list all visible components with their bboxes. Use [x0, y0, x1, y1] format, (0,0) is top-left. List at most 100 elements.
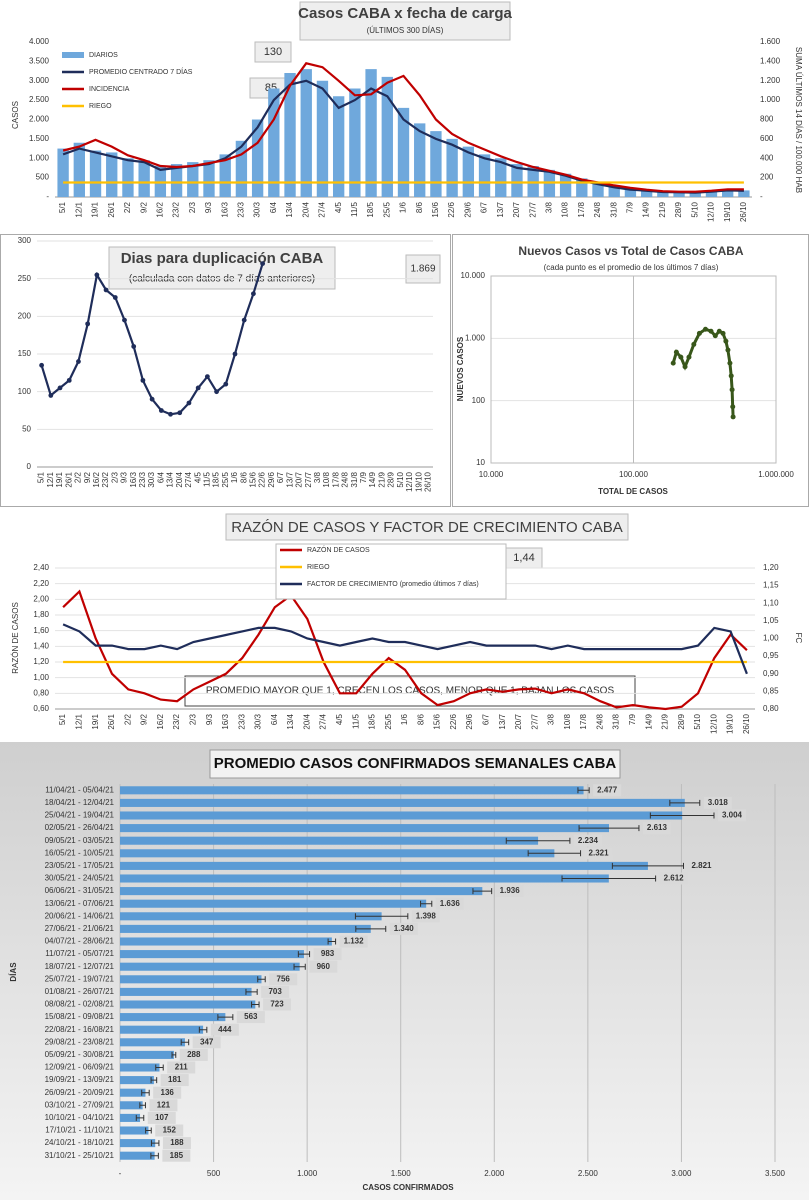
bar — [446, 138, 458, 197]
x-tick-label: 6/7 — [276, 471, 285, 483]
bar — [559, 173, 572, 197]
x-tick-label: 21/9 — [377, 471, 386, 487]
point — [76, 359, 81, 364]
y-tick-label: 08/08/21 - 02/08/21 — [45, 1000, 115, 1009]
value-label: 121 — [157, 1100, 171, 1109]
error-bar — [257, 976, 266, 983]
y-tick-label: 1,60 — [33, 626, 49, 635]
y-tick-label: 100 — [472, 396, 486, 405]
y-tick-label: 15/08/21 - 09/08/21 — [45, 1012, 115, 1021]
x-tick-label: 11/5 — [202, 471, 211, 487]
value-label: 723 — [270, 1000, 284, 1009]
value-label-box — [495, 885, 524, 898]
y-tick-label: 2,20 — [33, 579, 49, 588]
legend-swatch — [62, 52, 84, 58]
value-label-box — [149, 1099, 178, 1112]
y-tick-label: 05/09/21 - 30/08/21 — [45, 1050, 115, 1059]
error-bar — [649, 812, 715, 819]
x-tick-label: 10/8 — [563, 713, 572, 729]
error-bar — [578, 825, 640, 832]
x-axis-label: TOTAL DE CASOS — [598, 487, 668, 496]
legend-label: DIARIOS — [89, 52, 118, 59]
y-tick-label: 1.500 — [29, 134, 50, 143]
bar — [705, 191, 718, 197]
y2-tick-label: 0,90 — [763, 669, 779, 678]
x-tick-label: 16/2 — [156, 713, 165, 729]
bar — [106, 152, 118, 197]
y2-tick-label: 0,80 — [763, 704, 779, 713]
x-tick-label: 27/4 — [318, 201, 327, 217]
annotation-box — [254, 41, 292, 63]
bar — [203, 160, 215, 197]
x-tick-label: 1.500 — [391, 1169, 412, 1178]
x-tick-label: 19/10 — [414, 471, 423, 492]
series-line — [62, 623, 748, 675]
point — [232, 351, 238, 357]
bar — [689, 192, 701, 197]
error-bar — [141, 1089, 150, 1096]
x-tick-label: 6/7 — [480, 201, 489, 213]
point — [678, 354, 684, 360]
y-tick-label: 30/05/21 - 24/05/21 — [45, 874, 115, 883]
x-tick-label: 17/8 — [577, 201, 586, 217]
value-label: 136 — [161, 1088, 175, 1097]
point — [186, 400, 192, 406]
value-label: 703 — [268, 987, 282, 996]
y-tick-label: 1,40 — [33, 641, 49, 650]
legend-label: RIEGO — [89, 103, 112, 110]
y-tick-label: 03/10/21 - 27/09/21 — [45, 1100, 115, 1109]
bar — [738, 190, 750, 197]
x-tick-label: 18/5 — [368, 713, 377, 729]
value-label-box — [261, 985, 290, 998]
bar — [300, 69, 312, 197]
x-tick-label: 22/6 — [449, 713, 458, 729]
x-tick-label: 29/6 — [465, 713, 474, 729]
point — [708, 328, 714, 334]
x-tick-label: 100.000 — [619, 470, 648, 479]
bar — [120, 962, 300, 971]
bar — [120, 899, 427, 908]
value-label-box — [153, 1086, 182, 1099]
x-tick-label: 7/9 — [626, 201, 635, 213]
x-tick-label: 2/2 — [123, 713, 132, 725]
y2-tick-label: 1.600 — [760, 37, 781, 46]
y-tick-label: 13/06/21 - 07/06/21 — [45, 899, 115, 908]
point — [122, 317, 127, 323]
bar — [170, 164, 183, 197]
bar — [187, 162, 199, 197]
value-label-box — [659, 872, 688, 885]
y2-tick-label: 1,00 — [763, 634, 779, 643]
chart-title: RAZÓN DE CASOS Y FACTOR DE CRECIMIENTO C… — [231, 519, 622, 536]
value-label-box — [192, 1036, 221, 1049]
y-tick-label: 25/04/21 - 19/04/21 — [45, 811, 115, 820]
value-label: 1.936 — [500, 886, 521, 895]
x-tick-label: 16/2 — [92, 471, 101, 487]
x-tick-label: 29/6 — [463, 201, 472, 217]
x-tick-label: 21/9 — [658, 201, 667, 217]
x-tick-label: 16/3 — [220, 201, 229, 217]
value-label-box — [309, 960, 338, 973]
value-label: 1.340 — [394, 924, 415, 933]
x-tick-label: - — [119, 1169, 122, 1178]
chart-subtitle: (ÚLTIMOS 300 DÍAS) — [367, 26, 444, 35]
x-tick-label: 5/1 — [58, 201, 67, 213]
value-label-box — [162, 1149, 191, 1162]
bar — [235, 140, 248, 197]
y2-tick-label: 1.200 — [760, 76, 781, 85]
y2-tick-label: 1.000 — [760, 95, 781, 104]
x-tick-label: 20/7 — [512, 201, 521, 217]
y2-tick-label: 0,95 — [763, 651, 779, 660]
value-label: 107 — [155, 1113, 169, 1122]
x-tick-label: 9/2 — [139, 201, 148, 213]
error-bar — [561, 875, 657, 882]
x-tick-label: 7/9 — [359, 471, 368, 483]
y-tick-label: 3.500 — [29, 56, 50, 65]
y-tick-label: 1.000 — [465, 333, 486, 342]
x-tick-label: 26/1 — [107, 201, 116, 217]
bar — [511, 164, 523, 197]
y-tick-label: 10.000 — [461, 271, 486, 280]
x-tick-label: 14/9 — [644, 713, 653, 729]
scatter-chart: Nuevos Casos vs Total de Casos CABA (cad… — [452, 234, 809, 507]
x-tick-label: 13/4 — [166, 471, 175, 487]
point — [727, 360, 733, 366]
